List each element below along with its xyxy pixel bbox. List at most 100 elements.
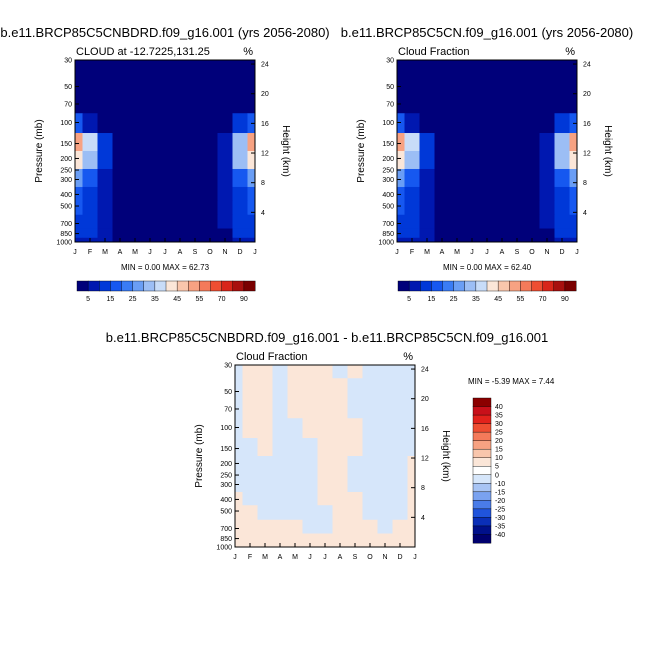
data-cell [287, 519, 303, 534]
data-cell [392, 533, 408, 544]
data-cell [509, 168, 525, 188]
data-cell [449, 168, 465, 188]
data-cell [464, 151, 480, 170]
data-cell [127, 200, 143, 216]
data-cell [157, 113, 173, 134]
y-axis-label: Pressure (mb) [34, 119, 45, 182]
data-cell [127, 133, 143, 152]
data-cell [569, 168, 578, 188]
data-cell [449, 95, 465, 114]
data-cell [317, 400, 333, 419]
data-cell [75, 60, 83, 74]
data-cell [97, 113, 113, 134]
y-right-tick-label: 16 [261, 121, 269, 128]
data-cell [82, 214, 98, 229]
y-right-tick-label: 20 [583, 91, 591, 98]
colorbar-label: 35 [151, 296, 159, 303]
data-cell [404, 73, 420, 96]
data-cell [172, 168, 188, 188]
data-cell [392, 491, 408, 506]
colorbar-swatch [210, 280, 223, 292]
data-cell [404, 228, 420, 239]
data-cell [187, 200, 203, 216]
data-cell [464, 228, 480, 239]
data-cell [377, 400, 393, 419]
x-tick-label: S [193, 249, 198, 256]
data-cell [434, 133, 450, 152]
chart-title: b.e11.BRCP85C5CNBDRD.f09_g16.001 - b.e11… [106, 330, 549, 345]
data-cell [287, 491, 303, 506]
colorbar-swatch [472, 431, 492, 442]
data-cell [257, 505, 273, 521]
data-cell [232, 200, 248, 216]
x-tick-label: M [292, 554, 298, 561]
data-cell [257, 519, 273, 534]
data-cell [434, 60, 450, 74]
data-cell [509, 60, 525, 74]
data-cell [157, 133, 173, 152]
data-cell [494, 73, 510, 96]
colorbar-label: 20 [495, 438, 503, 445]
x-tick-label: J [148, 249, 152, 256]
data-cell [449, 214, 465, 229]
data-cell [235, 542, 243, 548]
x-tick-label: J [575, 249, 579, 256]
data-cell [554, 113, 570, 134]
data-cell [479, 133, 495, 152]
data-cell [407, 378, 416, 401]
data-cell [397, 113, 405, 134]
y-tick-label: 250 [382, 168, 394, 175]
data-cell [419, 168, 435, 188]
x-tick-label: J [253, 249, 257, 256]
data-cell [419, 214, 435, 229]
data-cell [257, 456, 273, 475]
x-tick-label: D [559, 249, 564, 256]
units-label: % [403, 351, 413, 363]
min-max-label: MIN = 0.00 MAX = 62.73 [121, 263, 210, 272]
x-tick-label: J [308, 554, 312, 561]
data-cell [419, 228, 435, 239]
data-cell [397, 214, 405, 229]
data-cell [509, 73, 525, 96]
data-cell [202, 200, 218, 216]
data-cell [187, 133, 203, 152]
data-cell [362, 473, 378, 493]
data-cell [419, 73, 435, 96]
data-cell [127, 214, 143, 229]
data-cell [235, 505, 243, 521]
data-cell [127, 73, 143, 96]
chart-subtitle: Cloud Fraction [236, 351, 308, 363]
data-cell [97, 168, 113, 188]
y-tick-label: 400 [382, 192, 394, 199]
data-cell [127, 60, 143, 74]
data-cell [217, 95, 233, 114]
data-cell [332, 456, 348, 475]
data-cell [377, 491, 393, 506]
data-cell [392, 456, 408, 475]
data-cell [157, 151, 173, 170]
colorbar-label: 90 [240, 296, 248, 303]
data-cell [82, 151, 98, 170]
data-cell [397, 60, 405, 74]
data-cell [187, 168, 203, 188]
data-cell [569, 95, 578, 114]
data-cell [332, 519, 348, 534]
data-cell [272, 378, 288, 401]
data-cell [202, 95, 218, 114]
data-cell [419, 113, 435, 134]
data-cell [302, 456, 318, 475]
x-tick-label: J [485, 249, 489, 256]
units-label: % [243, 46, 253, 58]
data-cell [569, 237, 578, 243]
data-cell [347, 533, 363, 544]
data-cell [287, 378, 303, 401]
colorbar-label: 45 [494, 296, 502, 303]
colorbar-label: 15 [106, 296, 114, 303]
data-cell [404, 60, 420, 74]
data-cell [97, 73, 113, 96]
colorbar-swatch [472, 448, 492, 459]
data-cell [524, 151, 540, 170]
colorbar-swatch [221, 280, 234, 292]
x-tick-label: F [248, 554, 252, 561]
